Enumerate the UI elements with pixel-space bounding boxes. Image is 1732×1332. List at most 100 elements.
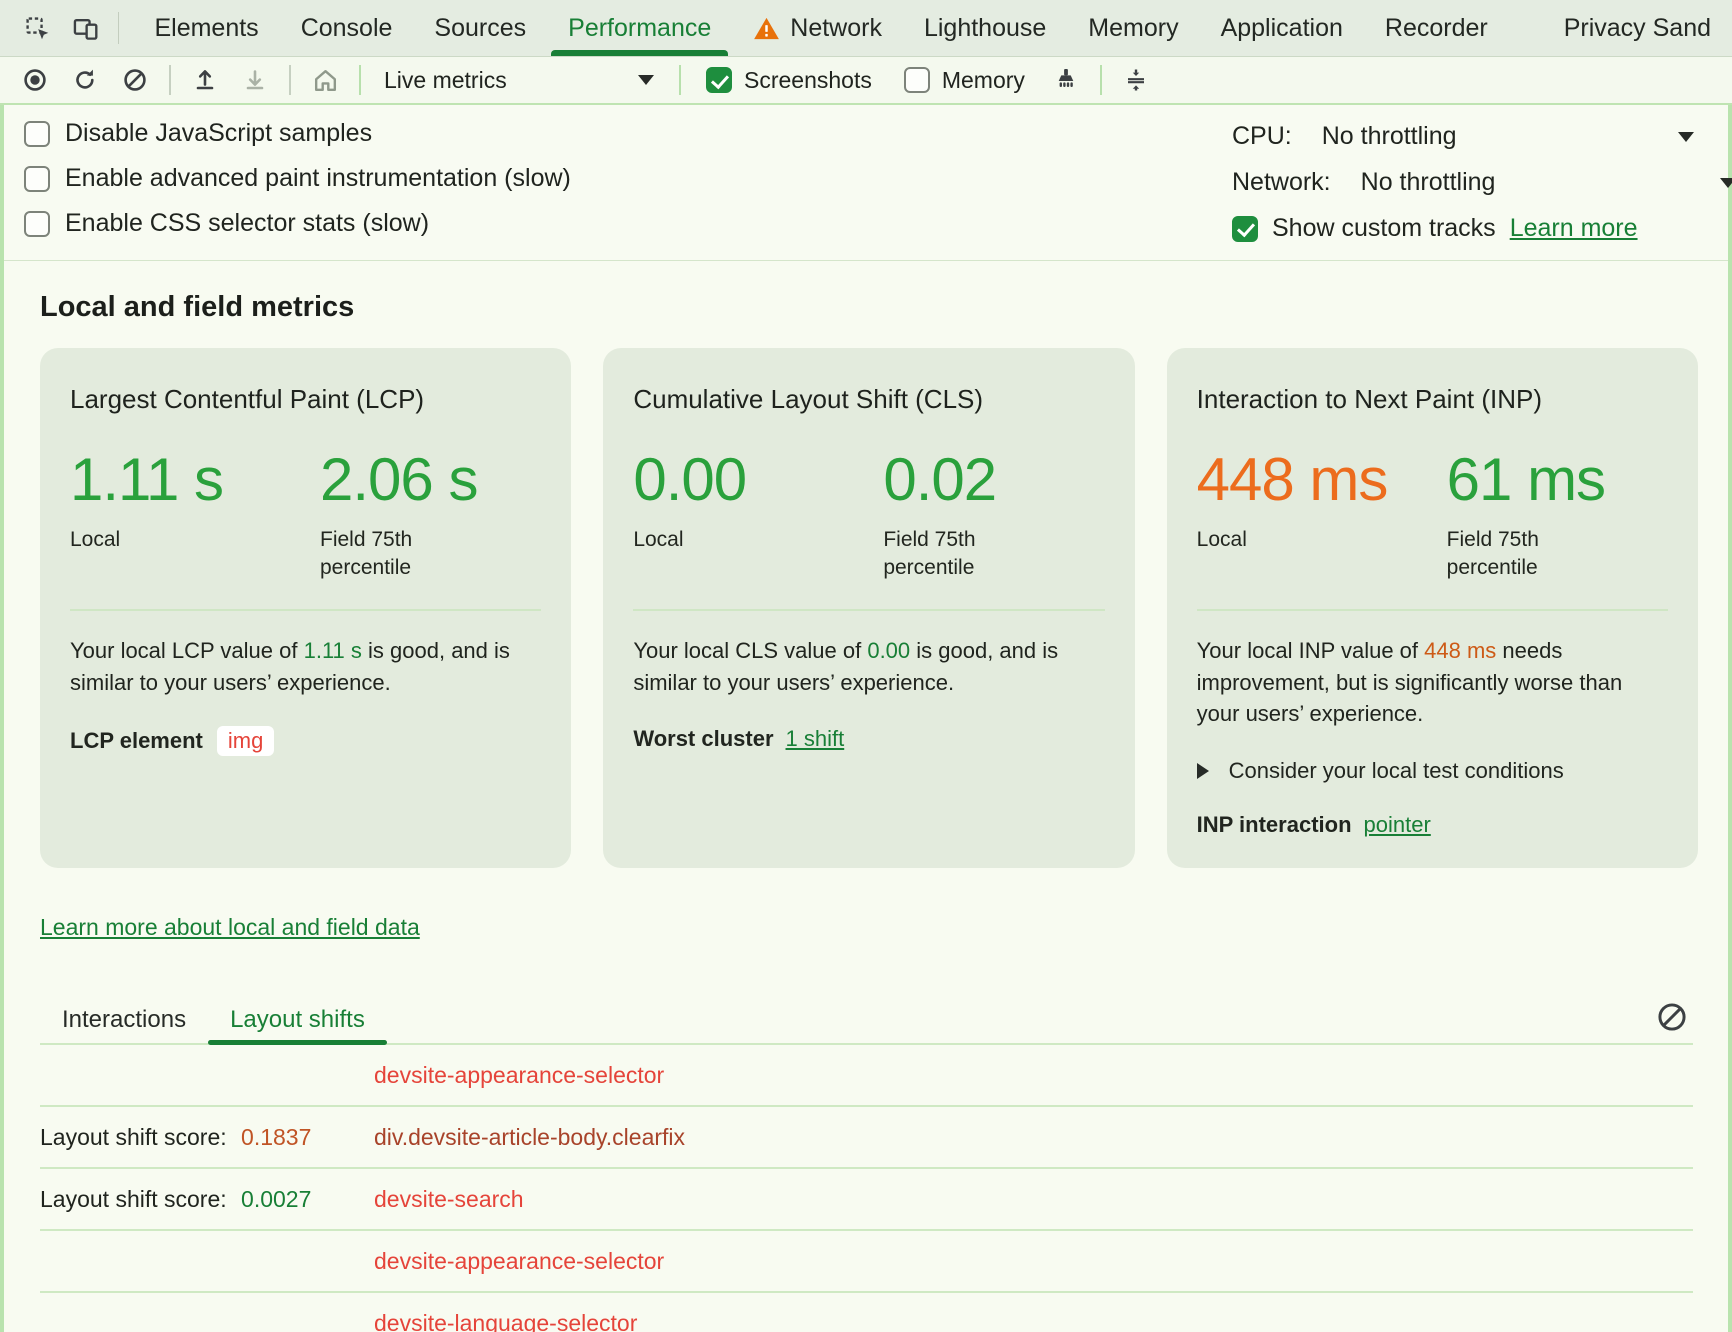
cpu-throttling-row[interactable]: CPU: No throttling <box>1232 121 1728 152</box>
settings-checkbox-row[interactable]: Disable JavaScript samples <box>24 119 571 148</box>
card-title: Cumulative Layout Shift (CLS) <box>633 384 984 414</box>
save-profile-icon[interactable] <box>230 57 280 103</box>
network-throttling-row[interactable]: Network: No throttling <box>1232 167 1732 198</box>
tab-label: Memory <box>1088 13 1179 42</box>
lcp-card: Largest Contentful Paint (LCP) 1.11 s Lo… <box>40 348 572 869</box>
layout-shift-row: Layout shift score: 0.1837 div.devsite-a… <box>40 1107 1693 1170</box>
tab-label: Lighthouse <box>923 13 1047 42</box>
home-icon[interactable] <box>300 57 350 103</box>
clear-icon[interactable] <box>110 57 160 103</box>
tab-elements[interactable]: Elements <box>133 0 279 56</box>
layout-shift-rows: devsite-appearance-selector Layout shift… <box>40 1045 1698 1332</box>
layout-shift-score: Layout shift score: 0.0027 <box>40 1186 374 1213</box>
live-metrics-log: Interactions Layout shifts devsite-appea… <box>40 997 1698 1332</box>
tab-lighthouse[interactable]: Lighthouse <box>903 0 1067 56</box>
load-profile-icon[interactable] <box>180 57 230 103</box>
log-tab-layout-shifts[interactable]: Layout shifts <box>208 997 387 1046</box>
network-throttle-value[interactable]: No throttling <box>1360 168 1496 196</box>
worst-cluster-label: Worst cluster <box>633 726 774 752</box>
divider <box>289 65 291 95</box>
tab-label: Application <box>1220 13 1343 42</box>
settings-checkbox-label: Enable advanced paint instrumentation (s… <box>65 164 571 192</box>
tab-label: Performance <box>568 13 712 42</box>
log-tabs: Interactions Layout shifts <box>40 997 1693 1046</box>
screenshots-label: Screenshots <box>744 66 872 93</box>
checkbox-unchecked-icon[interactable] <box>903 67 930 93</box>
element-link[interactable]: devsite-appearance-selector <box>374 1247 665 1274</box>
learn-more-local-field-link[interactable]: Learn more about local and field data <box>40 914 420 941</box>
tab-label: Elements <box>154 13 259 42</box>
clear-log-icon[interactable] <box>1654 999 1690 1035</box>
live-metrics-dropdown[interactable]: Live metrics <box>370 67 670 94</box>
element-link[interactable]: devsite-search <box>374 1185 524 1212</box>
lcp-description: Your local LCP value of 1.11 s is good, … <box>70 637 510 695</box>
worst-cluster-link[interactable]: 1 shift <box>785 726 845 752</box>
inp-interaction-link[interactable]: pointer <box>1363 812 1431 838</box>
lcp-element-node-chip[interactable]: img <box>216 726 275 757</box>
divider <box>679 65 681 95</box>
device-toolbar-icon[interactable] <box>62 0 110 56</box>
tab-performance[interactable]: Performance <box>547 0 732 56</box>
tab-recorder[interactable]: Recorder <box>1364 0 1509 56</box>
element-link[interactable]: devsite-appearance-selector <box>374 1061 665 1088</box>
tab-network[interactable]: Network <box>732 0 903 56</box>
tab-console[interactable]: Console <box>280 0 414 56</box>
tab-label: Recorder <box>1384 13 1488 42</box>
inp-field-value: 61 ms <box>1446 446 1606 513</box>
card-title: Interaction to Next Paint (INP) <box>1196 384 1543 414</box>
capture-settings-pane: Disable JavaScript samples Enable advanc… <box>4 105 1732 261</box>
learn-more-link[interactable]: Learn more <box>1509 214 1638 242</box>
inp-card: Interaction to Next Paint (INP) 448 ms L… <box>1166 348 1698 869</box>
cls-description: Your local CLS value of 0.00 is good, an… <box>633 637 1059 695</box>
reload-record-icon[interactable] <box>60 57 110 103</box>
checkbox-icon[interactable] <box>24 120 50 147</box>
layout-shift-row: devsite-language-selector <box>40 1293 1693 1332</box>
inspect-element-icon[interactable] <box>14 0 62 56</box>
local-label: Local <box>70 528 121 551</box>
log-tab-interactions[interactable]: Interactions <box>62 1006 187 1034</box>
record-icon[interactable] <box>10 57 60 103</box>
screenshots-checkbox[interactable]: Screenshots <box>706 67 872 94</box>
divider <box>1099 65 1102 95</box>
devtools-tab-bar: Elements Console Sources Performance Net… <box>0 0 1732 57</box>
tab-label: Network <box>790 13 882 42</box>
checkbox-checked-icon[interactable] <box>706 67 732 93</box>
layout-shift-row: devsite-appearance-selector <box>40 1231 1693 1294</box>
live-metrics-view: Local and field metrics Largest Contentf… <box>4 261 1728 1332</box>
settings-checkbox-row[interactable]: Enable advanced paint instrumentation (s… <box>24 164 571 193</box>
checkbox-icon[interactable] <box>24 165 50 192</box>
local-test-conditions-disclosure[interactable]: Consider your local test conditions <box>1196 758 1668 784</box>
score-label: Layout shift score: <box>40 1123 227 1150</box>
cpu-throttle-value[interactable]: No throttling <box>1321 122 1457 150</box>
checkbox-icon[interactable] <box>24 210 50 237</box>
page-title: Local and field metrics <box>40 291 355 323</box>
throttling-settings: CPU: No throttling Network: No throttlin… <box>1232 119 1732 244</box>
tab-sources[interactable]: Sources <box>413 0 547 56</box>
local-label: Local <box>1196 528 1247 551</box>
collapse-sections-icon[interactable] <box>1111 57 1161 103</box>
chevron-down-icon[interactable] <box>1678 131 1694 142</box>
element-link[interactable]: div.devsite-article-body.clearfix <box>374 1123 686 1150</box>
memory-checkbox[interactable]: Memory <box>903 67 1025 94</box>
lcp-element-label: LCP element <box>70 728 203 754</box>
lcp-element-row: LCP element img <box>70 726 541 757</box>
performance-toolbar: Live metrics Screenshots Memory <box>0 57 1732 105</box>
checkbox-checked-icon[interactable] <box>1232 215 1258 242</box>
settings-checkbox-row[interactable]: Enable CSS selector stats (slow) <box>24 209 571 238</box>
element-link[interactable]: devsite-language-selector <box>374 1309 638 1332</box>
inp-local-value: 448 ms <box>1196 446 1389 513</box>
layout-shift-score: Layout shift score: 0.1837 <box>40 1124 374 1151</box>
tab-privacy-sand[interactable]: Privacy Sand <box>1543 0 1732 56</box>
chevron-down-icon[interactable] <box>1720 177 1732 188</box>
garbage-collect-brush-icon[interactable] <box>1041 57 1091 103</box>
tab-memory[interactable]: Memory <box>1067 0 1199 56</box>
card-title: Largest Contentful Paint (LCP) <box>70 384 425 414</box>
warning-icon <box>753 15 780 42</box>
layout-shift-row: Layout shift score: 0.0027 devsite-searc… <box>40 1169 1693 1232</box>
layout-shift-score <box>40 1310 374 1332</box>
score-value: 0.0027 <box>241 1185 312 1212</box>
tab-application[interactable]: Application <box>1200 0 1364 56</box>
inp-interaction-label: INP interaction <box>1196 812 1352 838</box>
layout-shift-row: devsite-appearance-selector <box>40 1045 1693 1108</box>
tab-label: Console <box>300 13 393 42</box>
